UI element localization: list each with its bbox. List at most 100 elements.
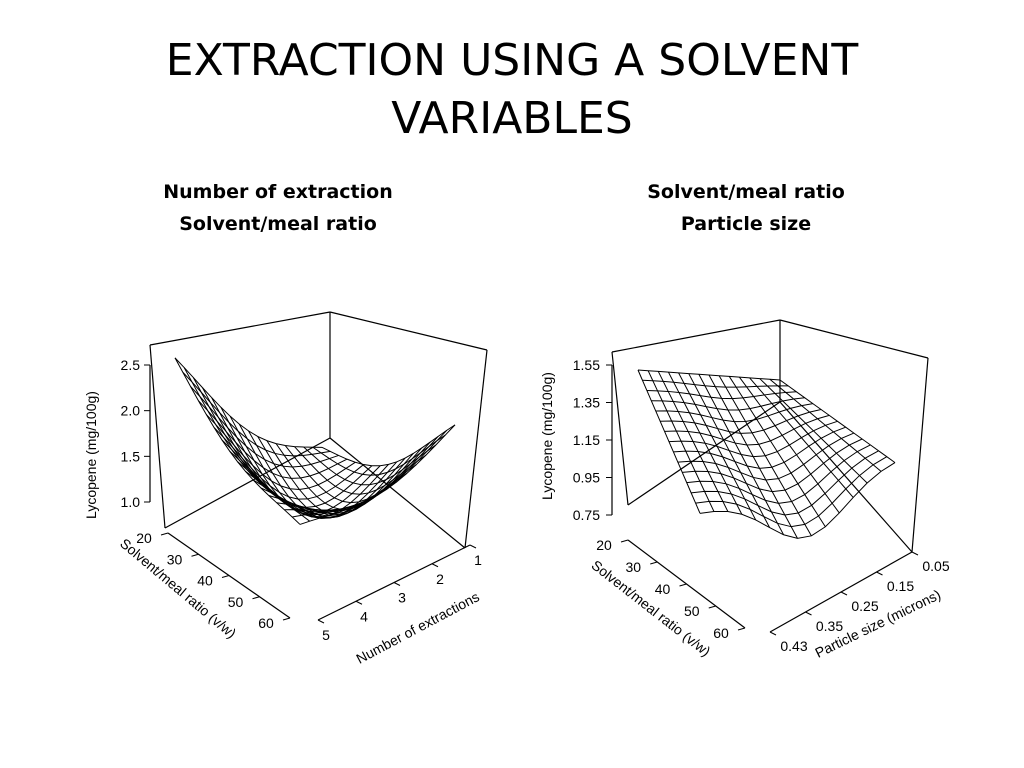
chart2-x-tick: [620, 539, 629, 543]
chart1-mesh-line: [202, 387, 330, 516]
chart2-mesh-line: [695, 456, 888, 528]
chart1-x-tick-label: 50: [228, 594, 244, 610]
chart1-x-tick-label: 30: [167, 551, 183, 567]
chart1-z-tick-label: 2.0: [121, 403, 141, 419]
chart1-y-tick-label: 1: [474, 552, 482, 568]
chart1-mesh-line: [213, 427, 364, 500]
chart1-mesh-line: [205, 414, 356, 490]
chart2-mesh-line: [655, 403, 813, 423]
chart2-box-edge: [911, 357, 929, 553]
chart2-y-tick-label: 0.35: [816, 618, 843, 634]
chart2-z-tick-label: 1.15: [573, 432, 600, 448]
chart2-y-tick: [840, 591, 848, 596]
chart1-y-tick: [469, 544, 477, 549]
chart2-z-axis-label: Lycopene (mg/100g): [539, 372, 555, 500]
chart2-x-tick: [737, 627, 746, 631]
chart2-z-tick-label: 1.55: [573, 357, 600, 373]
chart1-y-tick: [355, 600, 363, 605]
chart1-mesh-line: [182, 371, 331, 457]
chart1-z-tick-label: 1.0: [121, 494, 141, 510]
chart2-x-tick: [708, 605, 716, 609]
chart1-y-tick: [431, 563, 439, 568]
chart2-y-tick: [805, 611, 812, 616]
chart2-mesh-line: [668, 420, 838, 458]
chart1-x-tick-label: 40: [197, 573, 213, 589]
surface-plot-extractions: 1.0 1.5 2.0 2.5 Lycopene (mg/100g) 20 30 40 50 60…: [83, 311, 488, 667]
chart1-x-tick-label: 60: [258, 615, 274, 631]
surface-plot-particle-size: 0.75 0.95 1.15 1.35 1.55 Lycopene (mg/100g) 20…: [539, 319, 950, 661]
chart1-y-tick-label: 4: [360, 608, 368, 624]
chart1-mesh-line: [183, 367, 310, 522]
chart1-mesh-line: [292, 430, 448, 518]
chart1-x-tick: [160, 532, 169, 536]
chart2-mesh-line: [664, 414, 830, 446]
chart2-mesh-line: [646, 389, 797, 400]
chart2-box-edge: [779, 401, 913, 553]
chart2-x-tick-label: 40: [655, 581, 671, 597]
chart1-box-edge: [329, 437, 466, 549]
chart1-mesh-line: [268, 447, 423, 515]
slide-title-line-1: EXTRACTION USING A SOLVENT: [165, 35, 859, 86]
chart1-mesh-line: [260, 453, 414, 517]
chart1-y-axis-label: Number of extractions: [353, 588, 481, 666]
chart1-mesh-line: [220, 407, 349, 512]
chart2-y-tick-label: 0.25: [851, 598, 878, 614]
chart2-y-tick-label: 0.43: [780, 638, 807, 654]
chart1-mesh-line: [190, 386, 339, 468]
chart2-z-tick-label: 1.35: [573, 395, 600, 411]
chart1-box-edge: [329, 311, 488, 351]
left-chart-caption: Number of extraction Solvent/meal ratio: [88, 176, 468, 240]
chart2-mesh-line: [682, 438, 863, 493]
slide-title-line-2: VARIABLES: [391, 93, 633, 144]
chart1-box-edge: [149, 344, 166, 529]
chart1-x-tick: [282, 617, 291, 621]
chart2-box-edge: [779, 319, 929, 359]
chart2-x-tick: [679, 583, 687, 587]
left-caption-line-2: Solvent/meal ratio: [179, 213, 377, 235]
chart2-mesh-line: [691, 450, 879, 516]
chart1-z-tick-label: 2.5: [121, 357, 141, 373]
chart1-y-tick: [317, 619, 325, 624]
chart1-x-tick: [191, 553, 199, 557]
chart2-box-edge: [627, 401, 781, 506]
left-caption-line-1: Number of extraction: [163, 181, 393, 203]
chart2-x-tick-label: 20: [596, 537, 612, 553]
chart1-box-edge: [149, 311, 331, 346]
chart2-mesh-line: [660, 409, 822, 434]
chart1-y-tick-label: 2: [436, 571, 444, 587]
right-caption-line-2: Particle size: [680, 213, 812, 235]
chart1-mesh-line: [257, 436, 388, 519]
chart2-box-edge: [611, 351, 629, 506]
chart1-y-tick-label: 5: [322, 627, 330, 643]
chart1-y-tick: [393, 582, 401, 586]
chart2-mesh-line: [637, 369, 781, 381]
chart1-z-tick-label: 1.5: [121, 448, 141, 464]
slide-title: EXTRACTION USING A SOLVENT VARIABLES: [0, 32, 1024, 148]
chart2-x-tick-label: 60: [713, 625, 729, 641]
right-caption-line-1: Solvent/meal ratio: [647, 181, 845, 203]
chart2-mesh-line: [651, 397, 805, 411]
chart1-box-edge: [464, 349, 488, 549]
chart2-x-tick-label: 30: [625, 559, 641, 575]
chart1-box-edge: [164, 437, 331, 529]
chart2-mesh-line: [677, 432, 855, 481]
chart1-mesh-line: [276, 441, 431, 512]
chart1-x-tick-label: 20: [136, 530, 152, 546]
chart2-z-tick-label: 0.95: [573, 470, 600, 486]
chart2-x-tick-label: 50: [684, 603, 700, 619]
right-chart-caption: Solvent/meal ratio Particle size: [556, 176, 936, 240]
chart2-mesh-line: [686, 444, 871, 504]
chart1-mesh-line: [299, 424, 456, 525]
chart1-z-axis-label: Lycopene (mg/100g): [83, 391, 99, 519]
chart2-x-tick: [650, 561, 658, 565]
chart2-mesh-line: [642, 379, 789, 388]
chart1-mesh-line: [275, 443, 407, 510]
chart1-mesh-line: [174, 357, 323, 448]
chart1-mesh-line: [198, 400, 348, 479]
chart2-z-tick-label: 0.75: [573, 507, 600, 523]
chart1-x-tick: [221, 575, 230, 578]
chart1-y-tick-label: 3: [398, 590, 406, 606]
chart2-y-tick: [876, 571, 883, 576]
chart2-mesh-line: [699, 462, 896, 539]
